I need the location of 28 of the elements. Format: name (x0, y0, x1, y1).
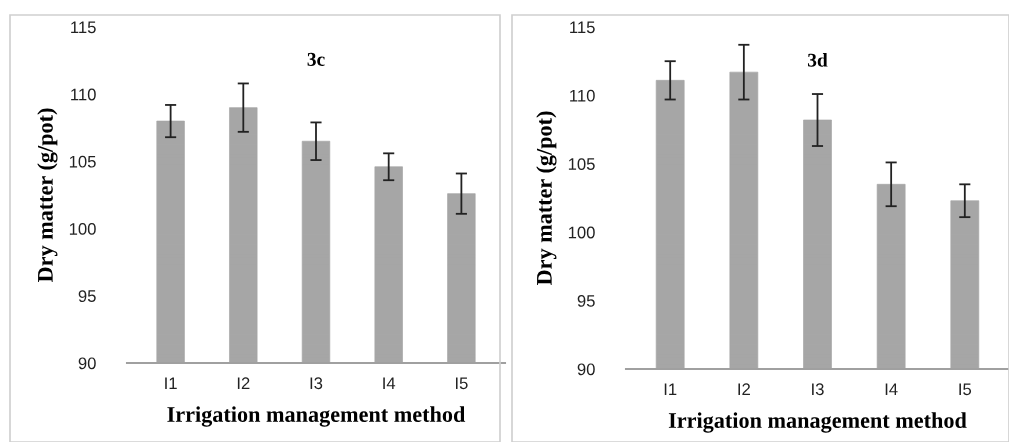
y-tick-label: 105 (69, 155, 96, 168)
x-tick-label: I5 (455, 377, 468, 390)
y-tick-label: 115 (570, 21, 595, 34)
x-tick-label: I1 (664, 383, 677, 395)
text: 3d (807, 53, 828, 67)
x-tick-label: I3 (310, 377, 323, 390)
y-tick-label: 115 (71, 21, 96, 34)
x-tick-label: I5 (959, 383, 972, 396)
y-tick-label: 110 (71, 88, 96, 101)
y-tick-label: 90 (577, 363, 595, 376)
y-axis-title: Dry matter (g/pot) (536, 111, 557, 286)
x-axis-title: Irrigation management method (167, 406, 466, 427)
x-tick-label: I2 (237, 377, 250, 389)
y-tick-label: 100 (568, 226, 595, 239)
x-tick-label: I2 (738, 383, 750, 395)
y-tick-label: 95 (577, 295, 595, 307)
x-tick-label: I1 (165, 377, 177, 389)
y-tick-label: 110 (570, 89, 595, 102)
x-tick-label: I4 (383, 377, 396, 389)
y-axis-title: Dry matter (g/pot) (37, 108, 58, 283)
x-tick-label: I3 (812, 383, 824, 396)
x-axis-title: Irrigation management method (668, 412, 967, 433)
y-tick-label: 95 (78, 290, 96, 302)
y-tick-label: 105 (568, 158, 595, 170)
y-tick-label: 100 (69, 223, 96, 235)
text: 3c (307, 52, 325, 66)
y-tick-label: 90 (78, 357, 96, 370)
x-tick-label: I4 (885, 383, 898, 395)
